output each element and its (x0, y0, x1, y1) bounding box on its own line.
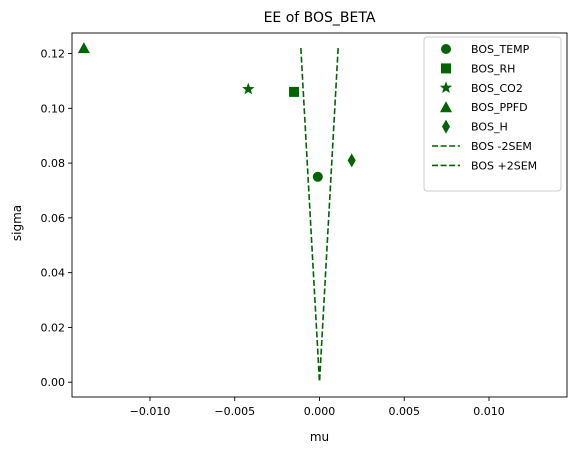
point-bos-rh (289, 86, 300, 97)
legend-box (423, 36, 562, 192)
point-bos-temp (312, 171, 323, 182)
legend-marker-bos-temp (441, 44, 451, 54)
point-bos-ppfd (77, 42, 90, 54)
plot-area (71, 32, 568, 398)
legend-marker-bos-co2 (439, 81, 453, 94)
legend-label: BOS_TEMP (471, 43, 530, 56)
sem-line-plus (318, 48, 339, 383)
y-tick-label: 0.06 (41, 212, 66, 225)
x-tick-label: 0.010 (473, 405, 505, 418)
y-tick-label: 0.12 (41, 48, 66, 61)
chart-title: EE of BOS_BETA (264, 10, 376, 26)
point-bos-co2 (242, 82, 255, 95)
x-tick-label: −0.005 (214, 405, 255, 418)
legend-label: BOS_PPFD (471, 101, 528, 114)
y-tick-label: 0.00 (41, 376, 66, 389)
y-tick-label: 0.04 (41, 267, 66, 280)
sem-line-minus (300, 48, 321, 383)
x-tick-label: 0.000 (304, 405, 336, 418)
x-tick-label: 0.005 (389, 405, 421, 418)
legend-label: BOS_CO2 (471, 82, 523, 95)
y-tick-label: 0.08 (41, 157, 66, 170)
x-axis-ticks: −0.010 −0.005 0.000 0.005 0.010 (130, 397, 505, 418)
legend-marker-bos-ppfd (440, 101, 452, 113)
legend-label: BOS -2SEM (471, 140, 532, 153)
legend-label: BOS_H (471, 121, 508, 134)
legend-label: BOS +2SEM (471, 159, 537, 172)
y-axis-label: sigma (10, 205, 24, 241)
point-bos-h (347, 153, 356, 168)
x-tick-label: −0.010 (130, 405, 171, 418)
legend-marker-bos-rh (441, 63, 451, 74)
y-tick-label: 0.10 (41, 102, 66, 115)
y-tick-label: 0.02 (41, 321, 66, 334)
y-axis-ticks: 0.00 0.02 0.04 0.06 0.08 0.10 0.12 (41, 48, 72, 389)
legend: BOS_TEMP BOS_RH BOS_CO2 BOS_PPFD BOS_H BOS -2… (423, 36, 562, 192)
legend-label: BOS_RH (471, 62, 515, 75)
legend-marker-bos-h (442, 119, 450, 134)
x-axis-label: mu (310, 430, 329, 444)
